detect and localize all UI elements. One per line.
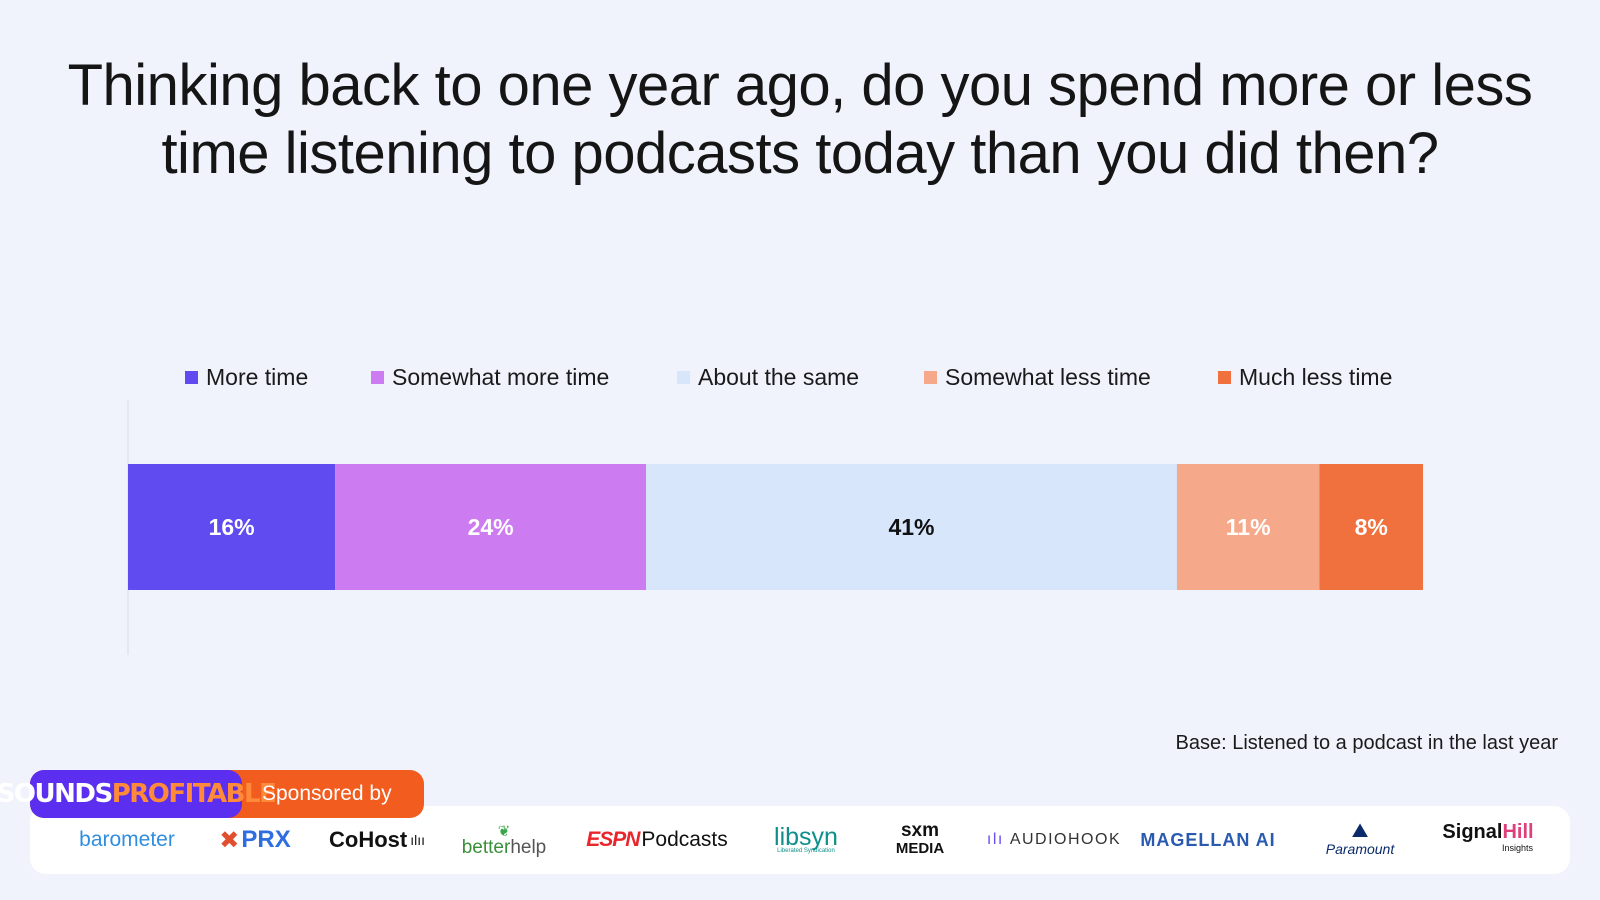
prx-logo: ✖ PRX (210, 806, 300, 874)
cohost-logo-text: CoHost (329, 827, 408, 852)
legend-label-much-less-time: Much less time (1239, 364, 1393, 390)
bar-segment-more-time (128, 464, 336, 590)
signal-insights-text: Insights (1501, 843, 1533, 853)
libsyn-tagline: Liberated Syndication (777, 848, 835, 854)
paramount-logo: ⛰ Paramount (1320, 806, 1400, 874)
legend-label-more-time: More time (206, 364, 309, 390)
logo-text-sounds: SOUNDS (0, 779, 113, 809)
bar-segments: 16% 24% 41% 11% 8% (128, 464, 1423, 590)
bar-segment-much-less-time (1319, 464, 1423, 590)
legend-item-more-time: More time (185, 364, 308, 391)
chart-legend: More time Somewhat more time About the s… (0, 364, 1600, 394)
sxm-media-text: MEDIA (895, 840, 945, 857)
sxm-logo-text: sxm (900, 820, 940, 841)
legend-swatch-about-the-same (677, 371, 690, 384)
legend-item-much-less-time: Much less time (1218, 364, 1392, 391)
paramount-logo-text: Paramount (1325, 841, 1395, 857)
bar-segment-somewhat-less-time (1176, 464, 1320, 590)
legend-item-about-the-same: About the same (677, 364, 859, 391)
data-label-somewhat-less-time: 11% (1226, 514, 1271, 540)
magellan-logo-text: MAGELLAN AI (1140, 829, 1276, 850)
signal-hill-text: Hill (1502, 821, 1534, 843)
cohost-wave-icon: ılıı (410, 832, 425, 848)
legend-item-somewhat-less-time: Somewhat less time (924, 364, 1151, 391)
legend-swatch-much-less-time (1218, 371, 1231, 384)
chart-title: Thinking back to one year ago, do you sp… (67, 53, 1533, 186)
legend-item-somewhat-more-time: Somewhat more time (371, 364, 609, 391)
data-label-somewhat-more-time: 24% (468, 514, 514, 540)
audiohook-wave-icon: ılı (986, 831, 1004, 848)
betterhelp-leaf-icon: ❦ (497, 823, 511, 840)
libsyn-logo-text: libsyn (774, 823, 838, 851)
legend-swatch-more-time (185, 371, 198, 384)
bar-segment-somewhat-more-time (335, 464, 646, 590)
data-label-more-time: 16% (209, 514, 255, 540)
betterhelp-logo-text-help: help (510, 837, 547, 858)
base-note: Base: Listened to a podcast in the last … (1175, 732, 1558, 754)
barometer-logo: barometer (72, 806, 182, 874)
audiohook-logo-text: AUDIOHOOK (1009, 831, 1122, 848)
sounds-profitable-logo: SOUNDS PROFITABLE (0, 770, 277, 818)
cohost-logo: CoHost ılıı (322, 806, 432, 874)
betterhelp-logo-text-better: better (461, 837, 511, 858)
sponsored-by-label: Sponsored by (262, 782, 392, 805)
data-label-about-the-same: 41% (888, 514, 934, 540)
prx-logo-text: PRX (241, 826, 291, 853)
sxm-media-logo: sxm MEDIA (880, 806, 960, 874)
legend-label-about-the-same: About the same (698, 364, 860, 390)
legend-swatch-somewhat-less-time (924, 371, 937, 384)
barometer-logo-text: barometer (79, 828, 175, 851)
espn-podcasts-text: Podcasts (641, 828, 728, 851)
signal-logo-text: Signal (1442, 821, 1503, 843)
magellan-ai-logo: MAGELLAN AI (1140, 806, 1276, 874)
bar-segment-about-the-same (646, 464, 1177, 590)
legend-label-somewhat-less-time: Somewhat less time (945, 364, 1151, 390)
signal-hill-logo: SignalHill Insights (1433, 806, 1543, 874)
paramount-mountain-icon: ⛰ (1351, 820, 1369, 842)
libsyn-logo: libsyn Liberated Syndication (756, 806, 856, 874)
legend-label-somewhat-more-time: Somewhat more time (392, 364, 610, 390)
legend-swatch-somewhat-more-time (371, 371, 384, 384)
prx-x-icon: ✖ (219, 826, 240, 854)
espn-podcasts-logo: ESPN Podcasts (582, 806, 732, 874)
data-label-much-less-time: 8% (1355, 514, 1388, 540)
logo-text-profitable: PROFITABLE (111, 779, 277, 809)
betterhelp-logo: ❦ betterhelp (452, 806, 556, 874)
stacked-bar-chart: 16% 24% 41% 11% 8% (127, 400, 1423, 655)
audiohook-logo: ılı AUDIOHOOK (985, 806, 1123, 874)
espn-logo-text: ESPN (586, 828, 640, 851)
